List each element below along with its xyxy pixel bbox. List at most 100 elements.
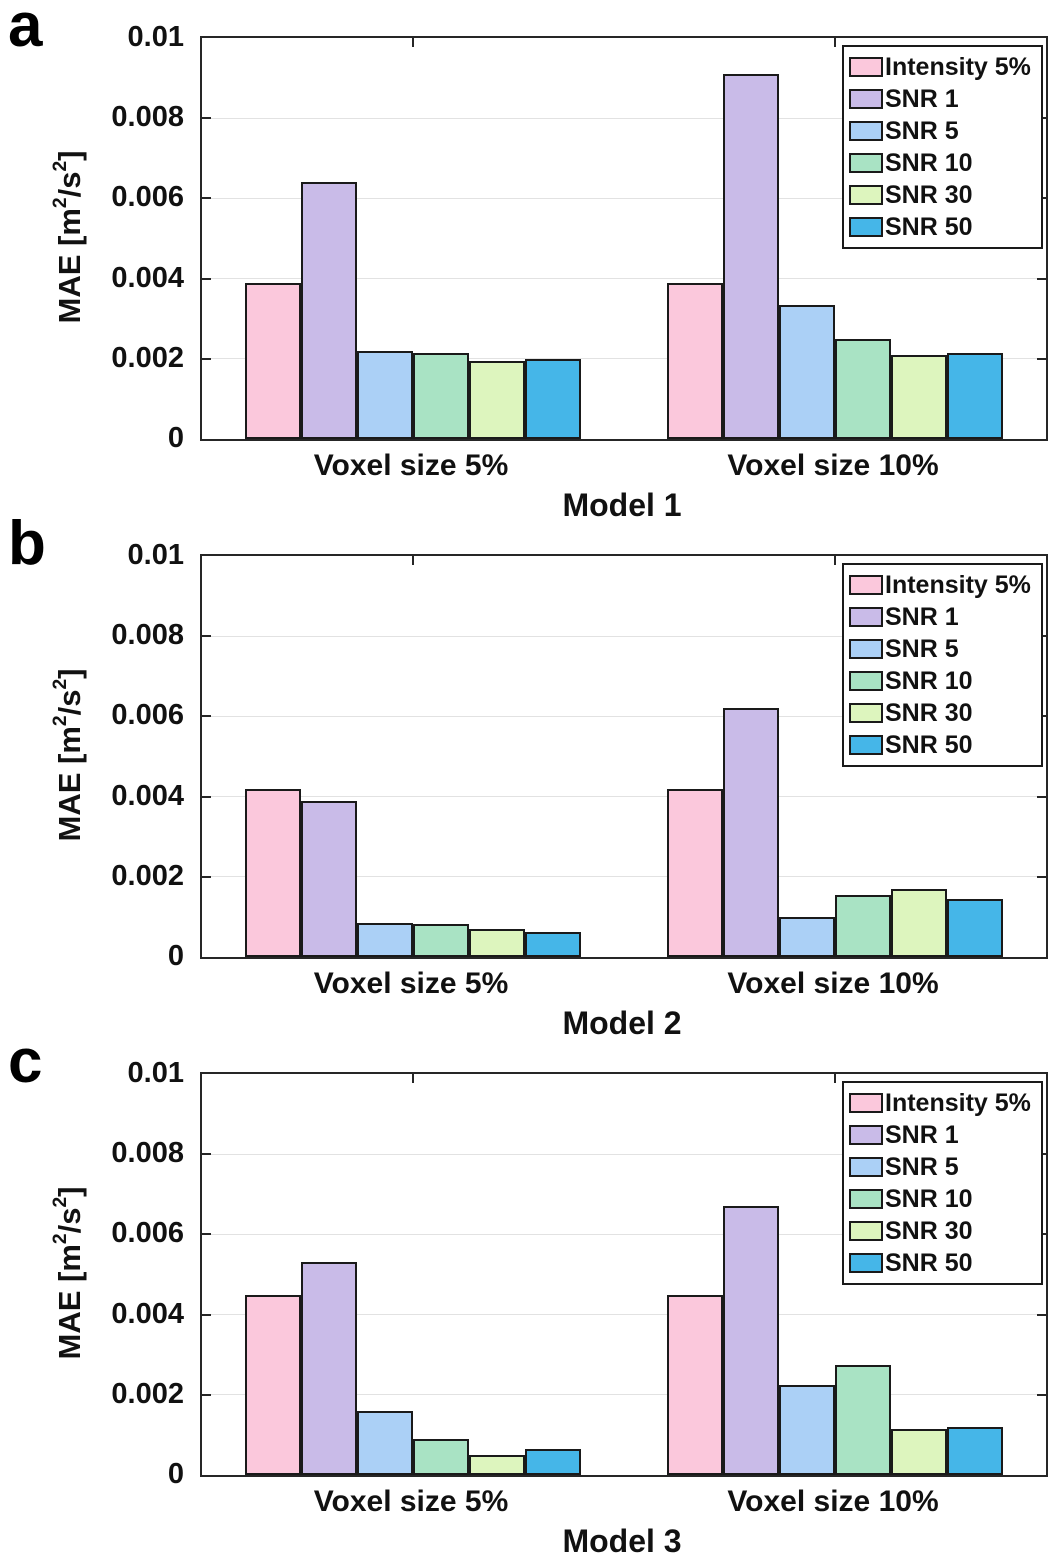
- y-axis-label-text: /s: [52, 171, 87, 197]
- legend-label: SNR 1: [885, 603, 959, 631]
- bar-snr-50-group1: [525, 358, 581, 439]
- bar-snr-1-group1: [301, 800, 357, 957]
- bar-snr-1-group2: [723, 74, 779, 439]
- legend-label: SNR 5: [885, 1153, 959, 1181]
- left-tick: [202, 357, 211, 360]
- bar-snr-10-group1: [413, 1438, 469, 1475]
- legend-item: SNR 1: [849, 1119, 1037, 1151]
- legend-item: SNR 10: [849, 665, 1037, 697]
- left-tick: [202, 635, 211, 638]
- left-tick: [202, 795, 211, 798]
- y-axis-label-text: ]: [52, 1186, 87, 1197]
- legend-item: SNR 1: [849, 83, 1037, 115]
- bar-snr-50-group2: [947, 352, 1003, 439]
- y-tick-label: 0.008: [111, 619, 184, 652]
- gridline: [202, 876, 1046, 878]
- legend-swatch: [849, 217, 883, 237]
- y-tick-label: 0.006: [111, 1217, 184, 1250]
- bar-snr-50-group1: [525, 1448, 581, 1475]
- legend: Intensity 5% SNR 1 SNR 5 SNR 10 SNR 30 SNR 50: [842, 563, 1043, 767]
- right-tick: [1037, 277, 1046, 280]
- legend-swatch: [849, 735, 883, 755]
- legend-swatch: [849, 153, 883, 173]
- legend-label: SNR 50: [885, 731, 973, 759]
- x-tick-label-group2: Voxel size 10%: [727, 1485, 939, 1518]
- y-axis-label-sup: 2: [49, 160, 71, 172]
- bar-intensity-5--group2: [667, 1294, 723, 1475]
- legend-label: SNR 1: [885, 1121, 959, 1149]
- bar-intensity-5--group1: [245, 788, 301, 957]
- legend: Intensity 5% SNR 1 SNR 5 SNR 10 SNR 30 SNR 50: [842, 45, 1043, 249]
- right-tick: [1037, 357, 1046, 360]
- bar-snr-30-group2: [891, 1428, 947, 1475]
- left-tick: [202, 1393, 211, 1396]
- legend-swatch: [849, 1221, 883, 1241]
- legend-swatch: [849, 1157, 883, 1177]
- legend-item: Intensity 5%: [849, 569, 1037, 601]
- left-tick: [202, 277, 211, 280]
- y-tick-label: 0.004: [111, 779, 184, 812]
- bar-intensity-5--group1: [245, 1294, 301, 1475]
- y-axis-label-sup: 2: [49, 1232, 71, 1244]
- gridline: [202, 715, 1046, 717]
- legend: Intensity 5% SNR 1 SNR 5 SNR 10 SNR 30 SNR 50: [842, 1081, 1043, 1285]
- legend-label: Intensity 5%: [885, 571, 1031, 599]
- y-tick-label: 0.004: [111, 1297, 184, 1330]
- y-tick-label: 0.01: [127, 21, 184, 53]
- legend-swatch: [849, 185, 883, 205]
- legend-item: SNR 50: [849, 211, 1037, 243]
- x-tick-label-group1: Voxel size 5%: [313, 1485, 509, 1518]
- legend-item: SNR 30: [849, 1215, 1037, 1247]
- bar-intensity-5--group2: [667, 788, 723, 957]
- right-tick: [1037, 795, 1046, 798]
- y-tick-label: 0.008: [111, 101, 184, 134]
- bar-intensity-5--group2: [667, 282, 723, 439]
- legend-swatch: [849, 607, 883, 627]
- bar-snr-50-group1: [525, 931, 581, 957]
- bar-snr-50-group2: [947, 898, 1003, 957]
- bar-snr-10-group2: [835, 894, 891, 957]
- gridline: [202, 117, 1046, 119]
- y-tick-label: 0.008: [111, 1137, 184, 1170]
- legend-item: SNR 30: [849, 697, 1037, 729]
- legend-swatch: [849, 57, 883, 77]
- x-axis-label: Model 2: [562, 1005, 682, 1041]
- top-tick: [412, 1074, 414, 1083]
- legend-item: Intensity 5%: [849, 51, 1037, 83]
- y-axis-label-sup: 2: [49, 1196, 71, 1208]
- top-tick: [834, 556, 836, 565]
- y-tick-label: 0.002: [111, 859, 184, 892]
- legend-item: SNR 5: [849, 115, 1037, 147]
- left-tick: [202, 1153, 211, 1156]
- legend-label: SNR 30: [885, 181, 973, 209]
- left-tick: [202, 197, 211, 200]
- legend-swatch: [849, 89, 883, 109]
- y-axis-label-text: MAE [m: [52, 207, 87, 323]
- bar-snr-1-group2: [723, 1206, 779, 1475]
- panel-letter-a: a: [8, 0, 43, 60]
- top-tick: [412, 38, 414, 47]
- bar-snr-10-group2: [835, 1364, 891, 1475]
- legend-swatch: [849, 703, 883, 723]
- bar-snr-5-group1: [357, 922, 413, 957]
- legend-swatch: [849, 1189, 883, 1209]
- y-tick-label: 0.01: [127, 539, 184, 571]
- legend-label: Intensity 5%: [885, 1089, 1031, 1117]
- legend-item: SNR 1: [849, 601, 1037, 633]
- bar-snr-30-group2: [891, 888, 947, 957]
- right-tick: [1037, 875, 1046, 878]
- top-tick: [834, 1074, 836, 1083]
- bar-snr-1-group2: [723, 708, 779, 957]
- left-tick: [202, 1313, 211, 1316]
- gridline: [202, 197, 1046, 199]
- y-axis-label: MAE [m2/s2]: [49, 1186, 88, 1359]
- x-tick-label-group2: Voxel size 10%: [727, 967, 939, 1000]
- legend-swatch: [849, 671, 883, 691]
- legend-item: SNR 10: [849, 1183, 1037, 1215]
- bar-snr-5-group2: [779, 916, 835, 957]
- bar-snr-5-group2: [779, 1384, 835, 1475]
- y-axis-label-text: MAE [m: [52, 725, 87, 841]
- legend-label: Intensity 5%: [885, 53, 1031, 81]
- x-tick-label-group1: Voxel size 5%: [313, 449, 509, 482]
